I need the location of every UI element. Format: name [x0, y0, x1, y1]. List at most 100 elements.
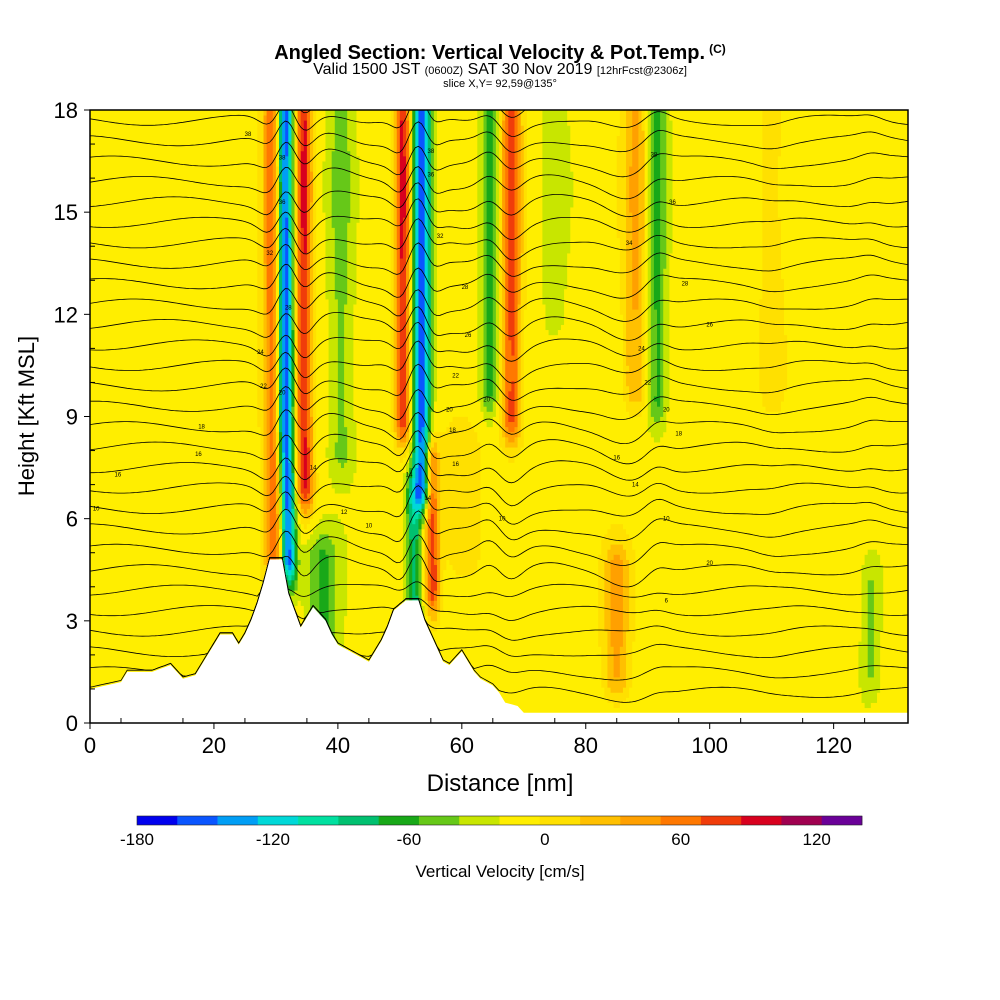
velocity-cell	[784, 334, 788, 392]
velocity-cell	[774, 411, 779, 723]
velocity-cell	[313, 493, 317, 514]
velocity-cell	[210, 110, 215, 723]
velocity-cell	[833, 110, 838, 723]
velocity-cell	[858, 641, 863, 688]
velocity-cell	[901, 110, 906, 723]
velocity-cell	[691, 110, 695, 723]
velocity-cell	[870, 110, 875, 550]
velocity-cell	[402, 442, 407, 448]
velocity-cell	[626, 559, 630, 632]
velocity-cell	[306, 523, 311, 540]
velocity-cell	[303, 513, 308, 520]
velocity-cell	[424, 523, 429, 601]
theta-contour-line	[90, 445, 908, 484]
theta-contour-line	[90, 182, 908, 218]
velocity-cell	[895, 110, 900, 723]
velocity-cell	[433, 564, 438, 591]
velocity-cell	[344, 462, 348, 494]
velocity-cell	[626, 411, 630, 535]
theta-contour-line	[90, 508, 908, 543]
velocity-cell	[626, 631, 630, 698]
velocity-cell	[508, 447, 512, 463]
velocity-cell	[409, 477, 413, 494]
velocity-cell	[511, 447, 516, 463]
velocity-cell	[520, 253, 525, 448]
velocity-cell	[279, 528, 283, 566]
velocity-cell	[362, 110, 367, 723]
velocity-cell	[427, 442, 432, 448]
velocity-cell	[331, 513, 336, 545]
velocity-cell	[570, 207, 574, 723]
chart-title-text: Angled Section: Vertical Velocity & Pot.…	[274, 42, 706, 64]
velocity-cell	[610, 523, 615, 545]
velocity-cell	[415, 498, 420, 504]
velocity-cell	[437, 110, 441, 433]
velocity-cell	[802, 110, 807, 723]
velocity-cell	[306, 539, 311, 668]
velocity-cell	[626, 110, 630, 366]
velocity-cell	[248, 110, 252, 723]
y-tick-label: 12	[54, 302, 78, 327]
velocity-cell	[604, 110, 609, 535]
potential-temperature-contours	[90, 110, 908, 703]
velocity-cell	[477, 110, 482, 402]
velocity-cell	[288, 549, 292, 566]
velocity-cell	[334, 457, 339, 494]
velocity-cell	[313, 110, 317, 468]
velocity-cell	[334, 513, 339, 668]
velocity-cell	[604, 559, 609, 632]
velocity-cell	[870, 549, 875, 581]
velocity-cell	[288, 462, 292, 550]
contour-label: 12	[341, 510, 348, 516]
contour-label: 32	[437, 234, 444, 240]
velocity-cell	[300, 523, 305, 545]
velocity-cell	[288, 590, 292, 596]
velocity-cell	[576, 110, 581, 723]
velocity-cell	[629, 687, 633, 723]
velocity-cell	[402, 436, 407, 443]
velocity-cell	[427, 518, 432, 601]
velocity-cell	[430, 605, 435, 612]
velocity-cell	[347, 110, 351, 152]
velocity-cell	[433, 600, 438, 612]
velocity-cell	[316, 472, 320, 494]
chart-title-unit: (C)	[709, 42, 726, 56]
velocity-cell	[818, 110, 822, 723]
velocity-cell	[455, 416, 460, 576]
velocity-cell	[790, 110, 794, 723]
velocity-cell	[421, 426, 426, 494]
velocity-cell	[285, 217, 289, 509]
velocity-cell	[468, 421, 472, 576]
velocity-cell	[539, 110, 543, 723]
colorbar-swatch	[298, 816, 339, 825]
velocity-cell	[409, 110, 413, 279]
velocity-cell	[325, 554, 330, 632]
velocity-cell	[595, 110, 599, 723]
velocity-cell	[499, 447, 503, 723]
velocity-cell	[285, 564, 289, 571]
velocity-cell	[399, 436, 404, 443]
velocity-cell	[650, 110, 655, 417]
velocity-cell	[740, 110, 745, 723]
velocity-cell	[650, 436, 655, 723]
contour-label: 20	[706, 561, 713, 567]
velocity-cell	[288, 140, 292, 239]
velocity-cell	[96, 110, 100, 723]
velocity-cell	[418, 462, 423, 499]
velocity-cell	[424, 498, 429, 504]
velocity-cell	[235, 110, 240, 723]
velocity-cell	[313, 513, 317, 530]
velocity-cell	[406, 472, 410, 489]
velocity-cell	[418, 513, 423, 520]
theta-contour-line	[90, 110, 908, 137]
velocity-cell	[616, 677, 621, 693]
velocity-cell	[870, 702, 875, 723]
velocity-cell	[427, 615, 432, 627]
velocity-cell	[337, 518, 342, 663]
velocity-cell	[446, 559, 451, 723]
velocity-cell	[272, 110, 277, 453]
velocity-cell	[325, 299, 330, 448]
velocity-cell	[604, 533, 609, 560]
velocity-cell	[303, 436, 308, 489]
velocity-cell	[480, 411, 485, 723]
